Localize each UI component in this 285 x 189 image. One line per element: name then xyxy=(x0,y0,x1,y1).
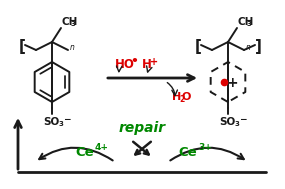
Text: −: − xyxy=(239,115,247,125)
Text: [: [ xyxy=(19,39,25,53)
Text: 3: 3 xyxy=(59,121,64,127)
Text: −: − xyxy=(63,115,70,125)
Text: HO: HO xyxy=(115,59,135,71)
Text: 4+: 4+ xyxy=(95,143,109,153)
Text: +: + xyxy=(150,57,158,67)
Text: H: H xyxy=(172,92,181,102)
Text: H: H xyxy=(142,59,152,71)
Text: SO: SO xyxy=(43,117,59,127)
Text: 2: 2 xyxy=(179,94,184,104)
Text: 3: 3 xyxy=(235,121,240,127)
Text: SO: SO xyxy=(219,117,235,127)
Text: •: • xyxy=(130,56,138,68)
Text: CH: CH xyxy=(238,17,255,27)
Text: 3: 3 xyxy=(247,21,251,27)
Text: +: + xyxy=(226,76,238,90)
Text: repair: repair xyxy=(119,121,166,135)
Text: n: n xyxy=(246,43,251,53)
Text: ]: ] xyxy=(255,39,261,53)
Text: CH: CH xyxy=(62,17,78,27)
Text: 3+: 3+ xyxy=(198,143,212,153)
Text: O: O xyxy=(182,92,191,102)
Text: 3: 3 xyxy=(70,21,75,27)
Text: Ce: Ce xyxy=(76,146,94,159)
Text: [: [ xyxy=(195,39,201,53)
Text: n: n xyxy=(70,43,75,53)
Text: Ce: Ce xyxy=(179,146,197,159)
